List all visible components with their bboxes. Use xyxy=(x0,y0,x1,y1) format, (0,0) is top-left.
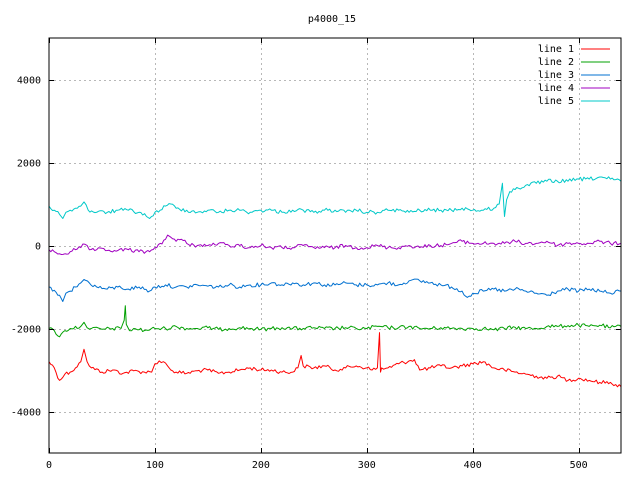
series-line-3 xyxy=(48,278,622,302)
legend-label: line 5 xyxy=(538,96,574,107)
series-line-2 xyxy=(48,305,622,338)
legend-label: line 4 xyxy=(538,83,574,94)
legend: line 1 line 2 line 3 line 4 line 5 xyxy=(538,44,610,107)
legend-label: line 3 xyxy=(538,70,574,81)
y-tick-label: -2000 xyxy=(11,325,41,336)
y-tick-label: 4000 xyxy=(17,76,41,87)
chart-title: p4000_15 xyxy=(308,14,356,25)
series-line-5 xyxy=(48,176,622,219)
x-tick-label: 0 xyxy=(46,460,52,471)
x-tick-label: 300 xyxy=(358,460,376,471)
series-line-1 xyxy=(48,332,622,388)
y-tick-label: 2000 xyxy=(17,159,41,170)
y-tick-label: -4000 xyxy=(11,408,41,419)
series-line-4 xyxy=(48,234,622,255)
x-tick-label: 100 xyxy=(146,460,164,471)
x-tick-label: 400 xyxy=(464,460,482,471)
legend-label: line 1 xyxy=(538,44,574,55)
x-tick-label: 200 xyxy=(252,460,270,471)
axis-ticks: 0 100 200 300 400 500 -4000 -2000 0 2000 4000 xyxy=(11,38,621,471)
x-tick-label: 500 xyxy=(570,460,588,471)
y-tick-label: 0 xyxy=(35,242,41,253)
plot-frame xyxy=(48,37,622,454)
legend-label: line 2 xyxy=(538,57,574,68)
series-group xyxy=(48,176,622,388)
grid xyxy=(49,38,621,453)
